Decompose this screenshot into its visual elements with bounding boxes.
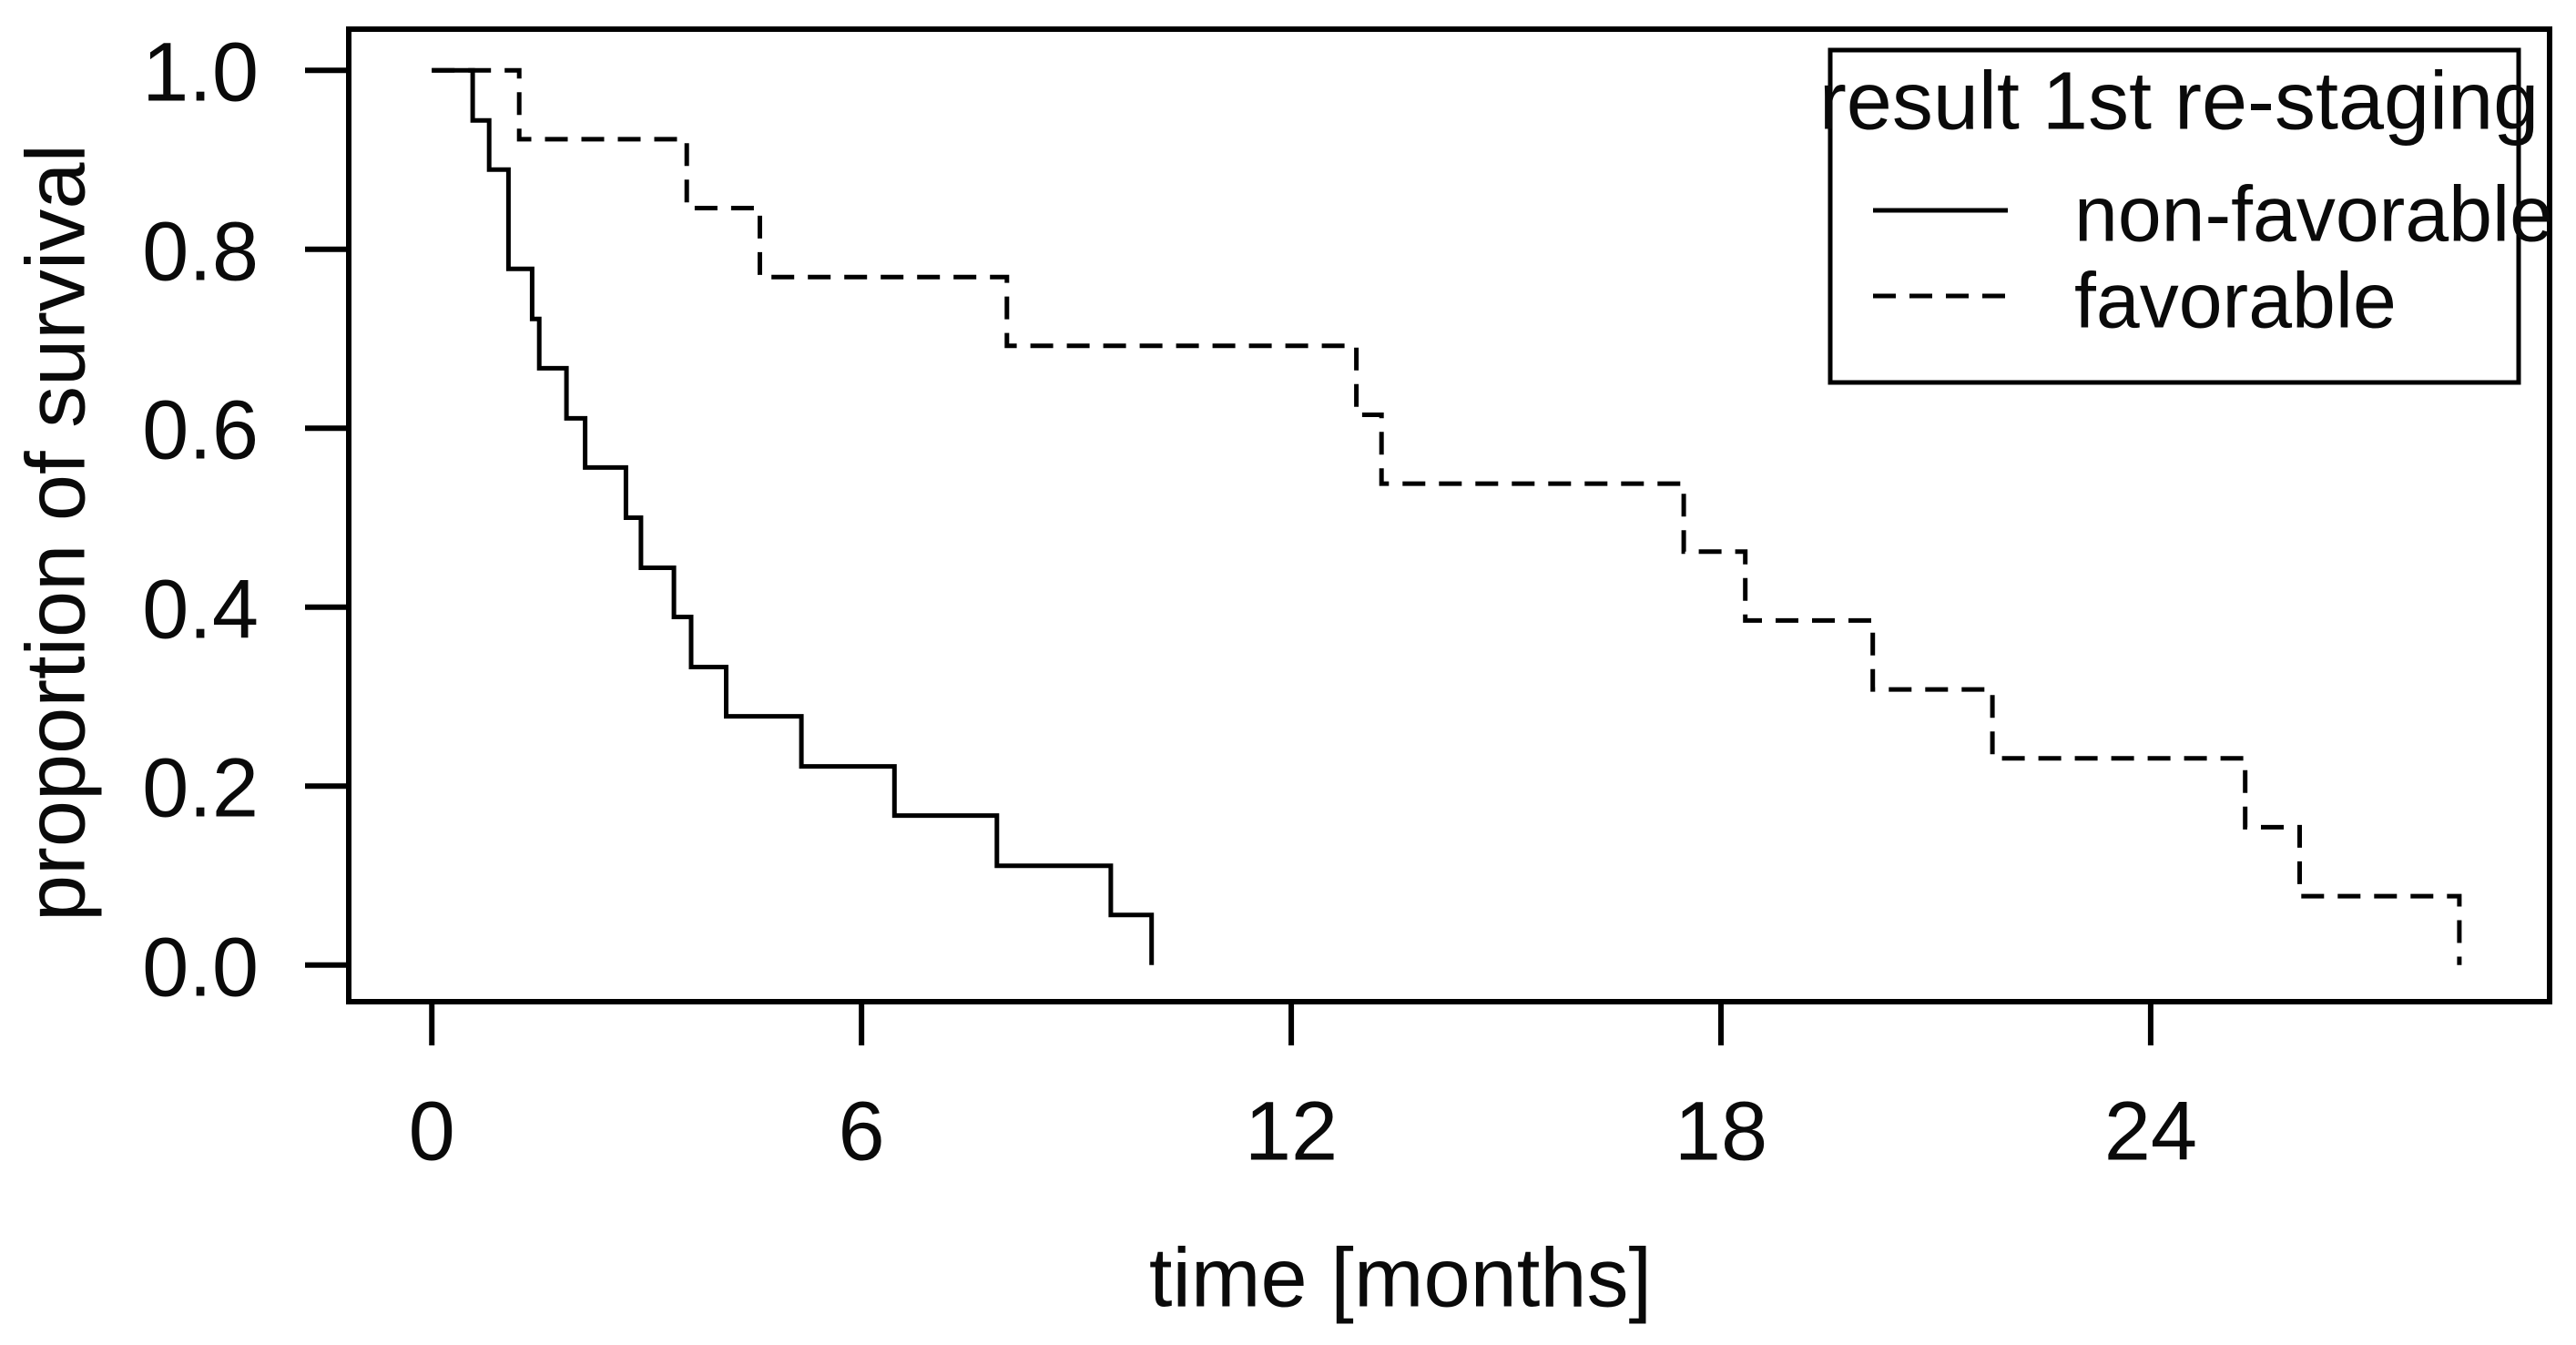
legend-label-favorable: favorable <box>2074 257 2397 345</box>
legend-title: result 1st re-staging <box>1818 56 2540 148</box>
plot-border <box>346 26 2552 1004</box>
curve-non-favorable <box>432 67 1155 965</box>
legend-box <box>1828 47 2521 385</box>
legend-label-non-favorable: non-favorable <box>2074 170 2553 259</box>
x-tick-label: 24 <box>2103 1085 2198 1178</box>
survival-curves <box>432 67 2462 965</box>
x-tick-label: 0 <box>408 1085 455 1178</box>
y-axis-title: proportion of survival <box>9 144 103 922</box>
y-tick-label: 0.0 <box>142 921 259 1014</box>
x-tick-label: 12 <box>1244 1085 1339 1178</box>
curve-favorable <box>432 67 2462 965</box>
y-axis-ticks <box>305 67 349 968</box>
legend-border <box>1828 47 2521 385</box>
y-tick-label: 0.6 <box>142 383 259 477</box>
x-tick-label: 18 <box>1674 1085 1768 1178</box>
x-axis-title: time [months] <box>1148 1231 1653 1325</box>
plot-border-rect <box>346 26 2552 1004</box>
y-tick-label: 0.2 <box>142 741 259 835</box>
x-axis-ticks <box>429 1002 2153 1045</box>
y-tick-label: 0.8 <box>142 205 259 299</box>
y-tick-label: 1.0 <box>142 25 259 119</box>
y-tick-label: 0.4 <box>142 563 259 657</box>
x-tick-label: 6 <box>838 1085 885 1178</box>
